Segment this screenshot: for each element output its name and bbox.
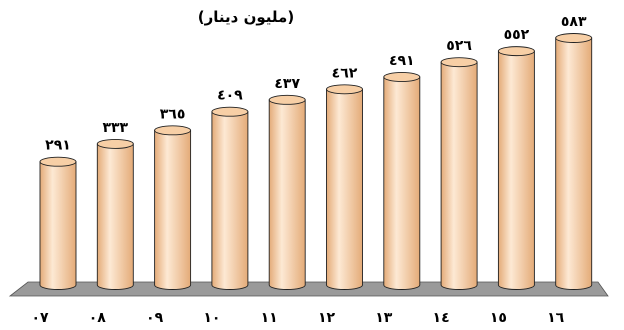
- x-tick-label-٠٩: ٠٩: [146, 310, 164, 326]
- bar-١٢: [326, 84, 363, 290]
- bar-٠٨: [96, 138, 134, 290]
- chart-title: (مليون دينار): [198, 8, 294, 26]
- value-label-١٠: ٤٠٩: [217, 88, 243, 104]
- value-label-٠٩: ٣٦٥: [160, 106, 186, 122]
- value-label-٠٧: ٢٩١: [45, 138, 71, 154]
- x-tick-labels: ٠٧ ٠٨ ٠٩ ١٠ ١١ ١٢ ١٣ ١٤ ١٥ ١٦: [31, 310, 564, 326]
- x-tick-label-٠٧: ٠٧: [31, 310, 49, 326]
- x-tick-label-١٦: ١٦: [547, 310, 565, 326]
- value-label-١١: ٤٣٧: [274, 76, 300, 92]
- bars-group: ٢٩١ ٣٣٣ ٣٦٥ ٤٠٩ ٤٣٧ ٤٦٢ ٤٩١ ٥٢٦ ٥٥٢ ٥٨٣: [39, 14, 593, 290]
- bar-١٦: [555, 33, 593, 290]
- bar-١٤: [440, 57, 478, 290]
- bar-٠٩: [154, 125, 192, 290]
- bar-١٣: [383, 72, 421, 290]
- x-tick-label-١٣: ١٣: [375, 310, 393, 326]
- bar-١١: [268, 94, 306, 290]
- bar-١٠: [211, 106, 249, 290]
- value-label-١٢: ٤٦٢: [332, 65, 358, 81]
- bar-٠٧: [39, 156, 77, 290]
- bar-١٥: [497, 46, 535, 290]
- x-tick-label-١٥: ١٥: [490, 310, 507, 326]
- value-label-١٥: ٥٥٢: [504, 27, 530, 43]
- value-label-٠٨: ٣٣٣: [102, 120, 128, 136]
- x-tick-label-١٢: ١٢: [318, 310, 336, 326]
- value-label-١٣: ٤٩١: [389, 53, 415, 69]
- value-label-١٤: ٥٢٦: [446, 38, 472, 54]
- x-tick-label-٠٨: ٠٨: [89, 310, 107, 326]
- x-tick-label-١٠: ١٠: [203, 310, 220, 326]
- value-label-١٦: ٥٨٣: [561, 14, 587, 30]
- x-tick-label-١١: ١١: [261, 310, 278, 326]
- x-tick-label-١٤: ١٤: [433, 310, 450, 326]
